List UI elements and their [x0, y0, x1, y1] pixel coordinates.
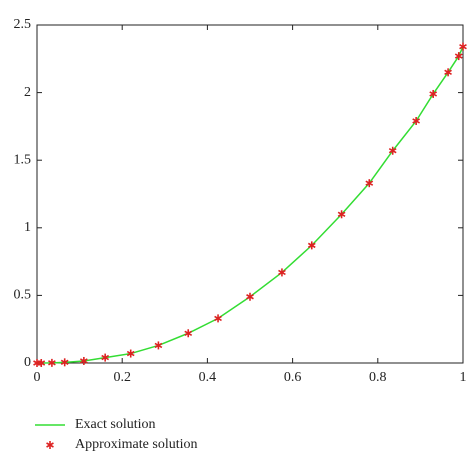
marker-stroke — [79, 358, 88, 364]
legend-label: Approximate solution — [75, 437, 198, 452]
x-tick-label: 0.2 — [113, 370, 131, 385]
marker — [126, 349, 135, 358]
x-tick-label: 1 — [460, 370, 467, 385]
x-tick-label: 0.8 — [369, 370, 387, 385]
marker — [154, 341, 163, 350]
marker-stroke — [154, 342, 163, 349]
y-tick-label: 2.5 — [14, 17, 32, 32]
marker-stroke — [365, 180, 374, 186]
legend-label: Exact solution — [75, 417, 156, 432]
marker — [278, 268, 286, 277]
marker — [79, 356, 88, 365]
marker — [444, 68, 452, 77]
marker-stroke — [101, 354, 110, 361]
legend-swatch — [46, 441, 54, 449]
marker — [184, 329, 193, 338]
y-tick-label: 1.5 — [14, 152, 32, 167]
y-tick-label: 2 — [24, 85, 31, 100]
marker-stroke — [60, 359, 69, 366]
marker-stroke — [307, 242, 316, 249]
marker — [48, 358, 56, 367]
marker-stroke — [454, 53, 463, 59]
marker-stroke — [429, 91, 438, 97]
marker — [412, 116, 421, 125]
marker-stroke — [184, 330, 193, 336]
marker — [388, 146, 397, 155]
marker — [101, 353, 110, 362]
marker-stroke — [46, 442, 54, 448]
marker-stroke — [278, 269, 286, 276]
marker-stroke — [48, 360, 56, 366]
marker — [307, 241, 316, 250]
marker — [459, 42, 467, 51]
x-tick-label: 0.4 — [199, 370, 217, 385]
marker — [365, 179, 374, 188]
x-tick-label: 0 — [34, 370, 41, 385]
marker — [337, 210, 346, 219]
x-tick-label: 0.6 — [284, 370, 302, 385]
marker — [60, 358, 69, 367]
y-tick-label: 0 — [24, 355, 31, 370]
marker-stroke — [126, 350, 135, 357]
marker-stroke — [37, 360, 46, 366]
marker — [246, 292, 254, 301]
marker-stroke — [412, 118, 421, 124]
plot-frame — [36, 24, 464, 364]
marker-stroke — [444, 69, 452, 76]
marker-stroke — [214, 315, 222, 322]
marker — [429, 89, 438, 98]
marker — [454, 52, 463, 61]
y-tick-label: 0.5 — [14, 288, 32, 303]
marker-stroke — [337, 211, 346, 217]
line — [37, 46, 464, 364]
marker — [214, 314, 222, 323]
y-tick-label: 1 — [24, 220, 31, 235]
marker — [37, 359, 46, 367]
marker-stroke — [459, 43, 467, 50]
marker-stroke — [388, 148, 397, 154]
marker-stroke — [246, 294, 254, 300]
